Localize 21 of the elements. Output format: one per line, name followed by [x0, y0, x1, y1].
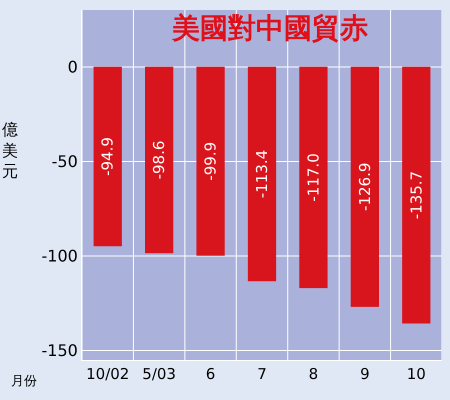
data-label: -94.9: [98, 137, 117, 176]
x-axis-title: 月份: [11, 374, 37, 389]
data-label: -126.9: [356, 162, 374, 211]
data-label: -99.9: [202, 142, 220, 181]
y-tick-label: -100: [41, 246, 78, 266]
data-label: -98.6: [150, 140, 168, 180]
data-label: -135.7: [407, 170, 426, 220]
x-tick-label: 6: [206, 365, 216, 383]
chart-title: 美國對中國貿赤: [171, 12, 368, 45]
y-tick-label: 0: [68, 57, 78, 76]
data-label: -113.4: [253, 150, 271, 198]
y-tick-label: -50: [52, 152, 78, 171]
x-tick-label: 7: [257, 365, 267, 383]
x-tick-label: 5/03: [142, 365, 176, 383]
x-tick-label: 9: [360, 365, 370, 383]
x-tick-label: 10: [406, 365, 426, 383]
y-axis-title: 億美元: [2, 120, 18, 181]
data-label: -117.0: [304, 153, 322, 202]
y-tick-label: -150: [41, 341, 78, 360]
x-tick-label: 8: [308, 365, 318, 383]
x-tick-label: 10/02: [86, 365, 130, 383]
